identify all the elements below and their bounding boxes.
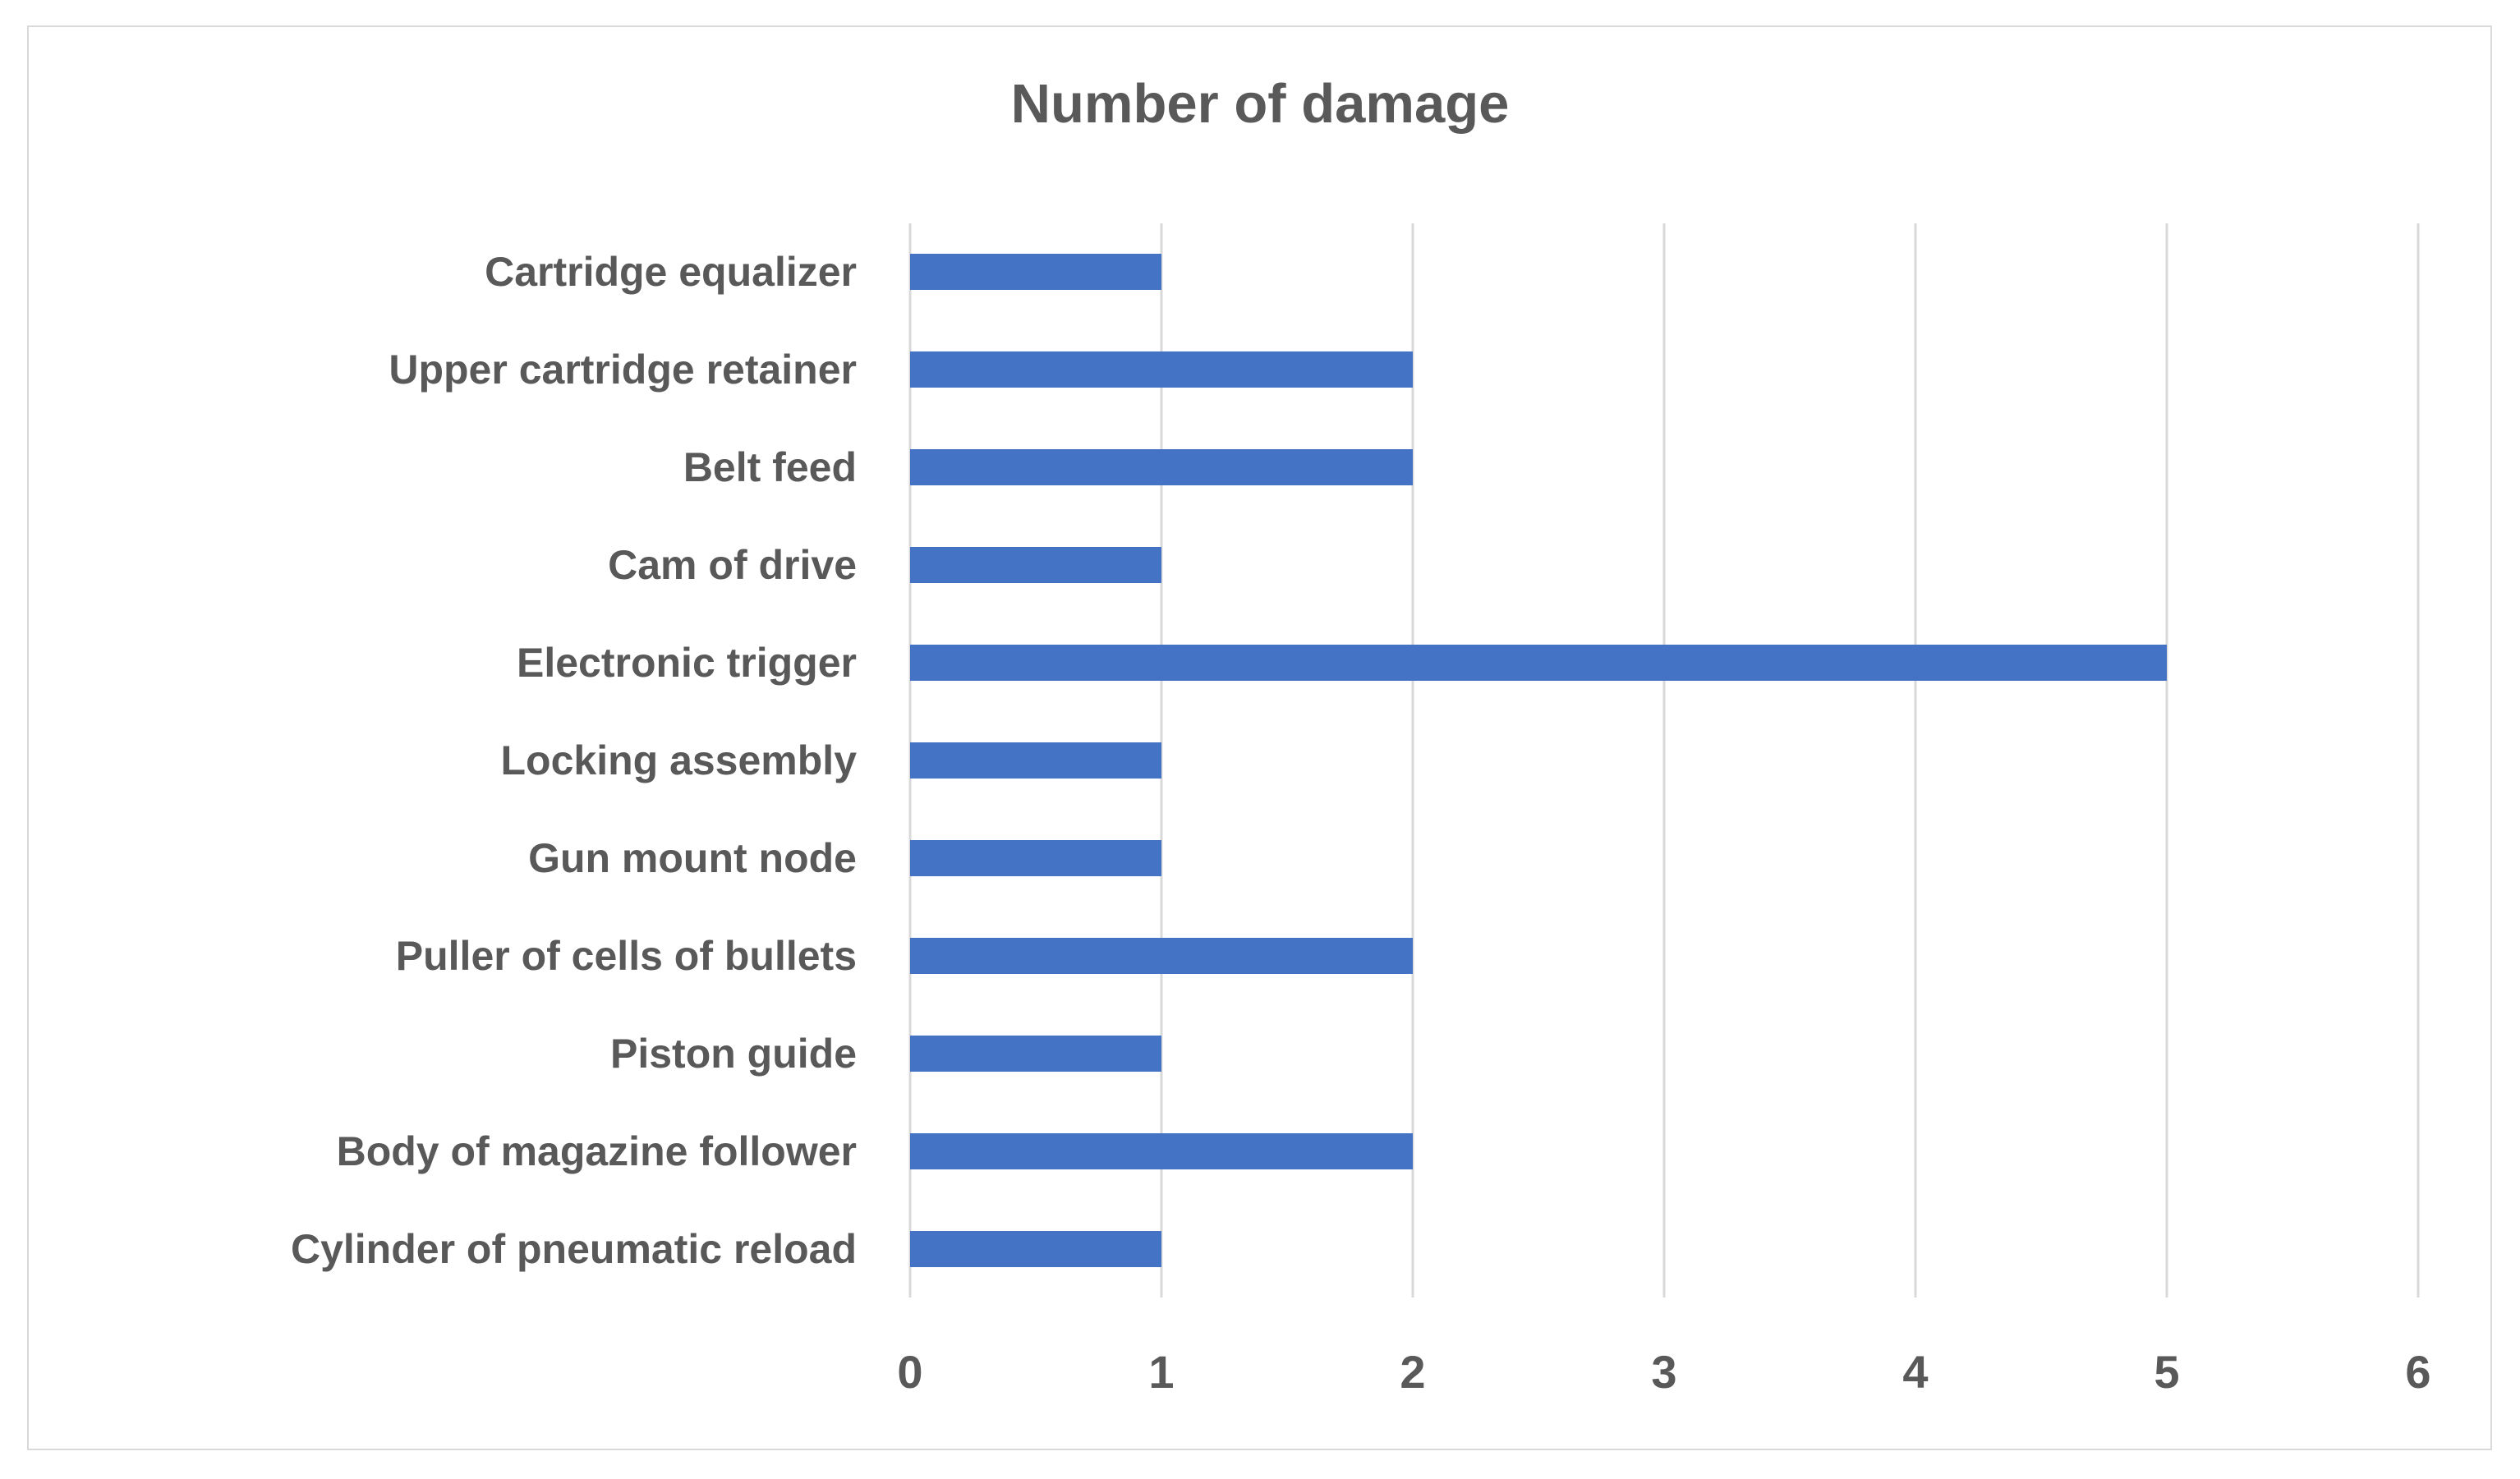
bar-row: [910, 1004, 2418, 1102]
category-label: Locking assembly: [500, 737, 858, 783]
bar-row: [910, 809, 2418, 907]
category-label: Gun mount node: [528, 834, 857, 881]
x-tick-label: 1: [1148, 1346, 1175, 1398]
x-tick-label: 3: [1651, 1346, 1677, 1398]
bar-locking-assembly: [910, 742, 1161, 779]
bar-row: [910, 1102, 2418, 1200]
bar-belt-feed: [910, 449, 1413, 486]
bar-row: [910, 1200, 2418, 1298]
x-tick-label: 6: [2405, 1346, 2431, 1398]
category-label: Cam of drive: [608, 542, 857, 589]
bar-row: [910, 223, 2418, 321]
gridline: [1914, 223, 1917, 1298]
bar-row: [910, 907, 2418, 1004]
category-axis-labels: Cartridge equalizer Upper cartridge reta…: [49, 223, 857, 1298]
x-tick-label: 2: [1400, 1346, 1426, 1398]
bar-puller-of-cells-of-bullets: [910, 937, 1413, 974]
bar-body-of-magazine-follower: [910, 1132, 1413, 1169]
category-label: Upper cartridge retainer: [389, 347, 857, 393]
chart-title: Number of damage: [1010, 73, 1510, 135]
category-label: Cylinder of pneumatic reload: [290, 1225, 857, 1272]
bar-piston-guide: [910, 1035, 1161, 1072]
chart-border-frame: [27, 25, 2492, 1450]
bar-rows: [910, 223, 2418, 1298]
gridline: [1662, 223, 1666, 1298]
category-label: Puller of cells of bullets: [395, 932, 857, 979]
bar-cartridge-equalizer: [910, 254, 1161, 291]
category-label: Piston guide: [610, 1030, 857, 1077]
x-tick-label: 4: [1902, 1346, 1929, 1398]
category-label: Belt feed: [683, 444, 857, 491]
category-label: Electronic trigger: [517, 640, 857, 687]
bar-row: [910, 419, 2418, 517]
bar-upper-cartridge-retainer: [910, 351, 1413, 388]
bar-gun-mount-node: [910, 839, 1161, 876]
plot-area: [908, 223, 2420, 1298]
category-label: Body of magazine follower: [336, 1128, 857, 1174]
bar-row: [910, 321, 2418, 419]
bar-cylinder-of-pneumatic-reload: [910, 1230, 1161, 1267]
gridline: [2165, 223, 2168, 1298]
gridline: [2417, 223, 2420, 1298]
x-axis: 0 1 2 3 4 5 6: [897, 1345, 2430, 1411]
category-label: Cartridge equalizer: [485, 249, 857, 296]
bar-row: [910, 712, 2418, 810]
x-tick-label: 0: [897, 1346, 923, 1398]
gridline: [1160, 223, 1163, 1298]
x-tick-label: 5: [2154, 1346, 2180, 1398]
bar-row: [910, 517, 2418, 614]
bar-row: [910, 614, 2418, 712]
gridline: [1411, 223, 1414, 1298]
bar-electronic-trigger: [910, 645, 2167, 682]
bar-cam-of-drive: [910, 547, 1161, 584]
